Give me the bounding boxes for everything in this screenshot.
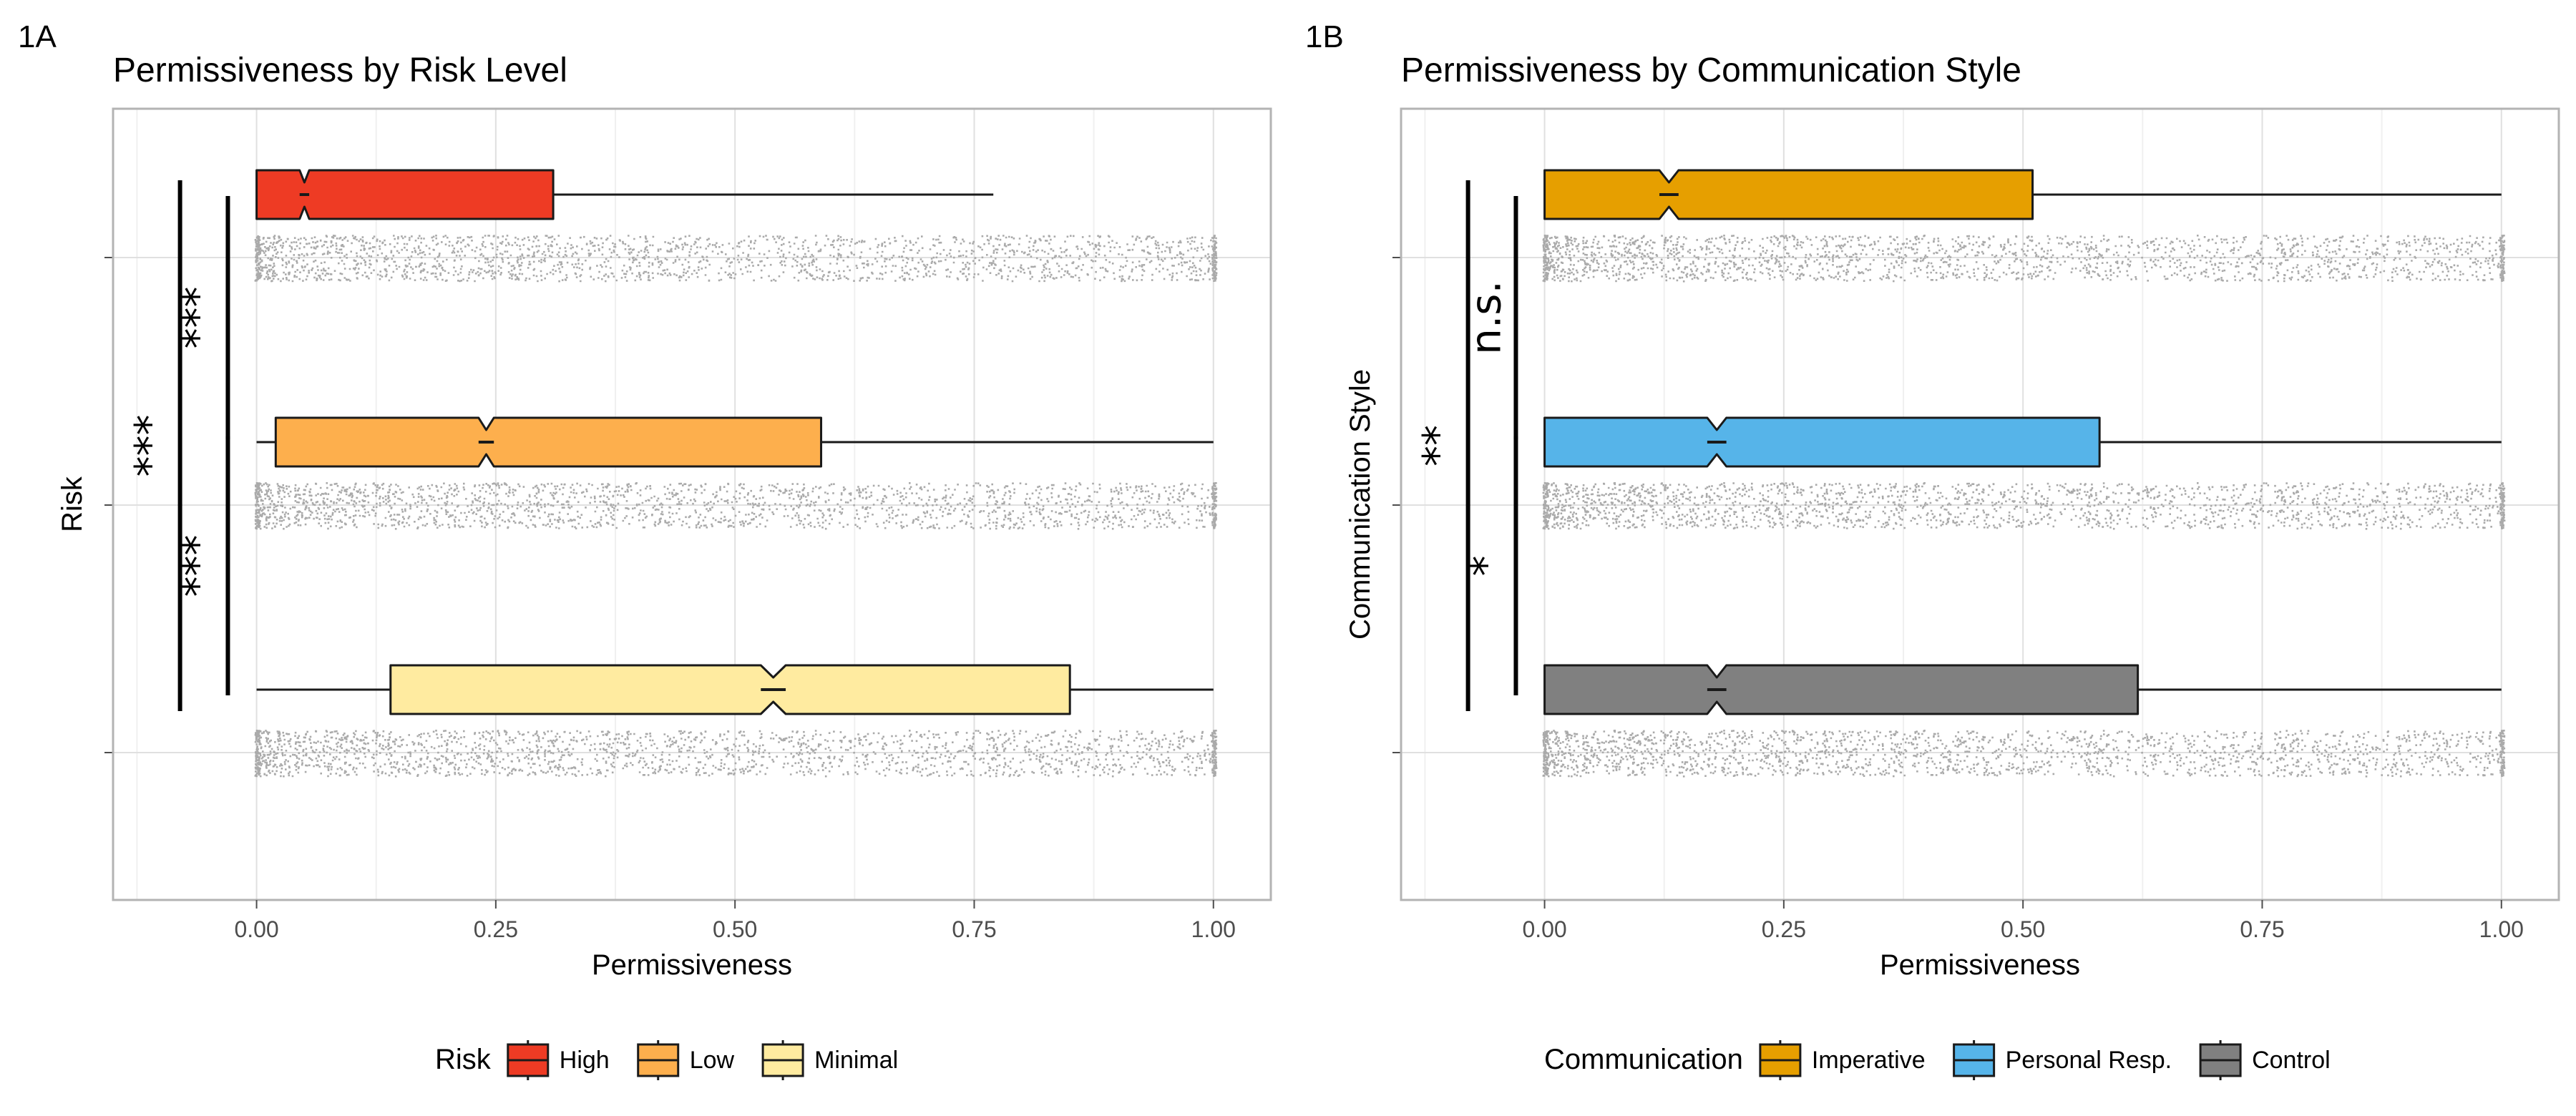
legend-label: Control xyxy=(2252,1047,2331,1074)
legend: Risk High Low Minimal xyxy=(435,1040,898,1080)
jitter-points-minimal xyxy=(254,730,1218,778)
y-axis-title: Communication Style xyxy=(1345,369,1376,640)
x-tick-label: 1.00 xyxy=(1191,916,1236,942)
x-axis-ticks: 0.00 0.25 0.50 0.75 1.00 xyxy=(234,900,1236,942)
boxplot-low xyxy=(256,416,1214,468)
legend-label: Personal Resp. xyxy=(2006,1047,2172,1074)
significance-label: ** xyxy=(1414,425,1463,466)
boxplots xyxy=(1543,169,2502,715)
legend-label: Low xyxy=(690,1047,735,1074)
plot-border xyxy=(1400,107,2560,901)
legend-label: Minimal xyxy=(814,1047,898,1074)
panel-title: Permissiveness by Risk Level xyxy=(113,52,567,89)
panel-1b: 1B Permissiveness by Communication Style… xyxy=(1305,19,2560,1080)
box xyxy=(1543,664,2140,715)
jitter-points xyxy=(1542,235,2506,778)
x-axis-title: Permissiveness xyxy=(592,949,792,981)
legend-title: Risk xyxy=(435,1044,492,1075)
boxplot-imperative xyxy=(1543,169,2502,220)
x-tick-label: 0.25 xyxy=(1762,916,1806,942)
boxplot-high xyxy=(255,169,994,220)
legend-title: Communication xyxy=(1544,1044,1743,1075)
x-tick-label: 0.50 xyxy=(2001,916,2045,942)
legend-item: Control xyxy=(2199,1040,2331,1080)
box xyxy=(255,169,555,220)
jitter-points-high xyxy=(254,235,1218,283)
legend-item: High xyxy=(507,1040,610,1080)
significance-brackets: n.s.*** xyxy=(1414,180,1518,711)
legend-item: Minimal xyxy=(761,1040,898,1080)
panel-1a: 1A Permissiveness by Risk Level ********… xyxy=(18,19,1272,1080)
legend-item: Personal Resp. xyxy=(1953,1040,2172,1080)
significance-brackets: ********* xyxy=(126,180,230,711)
box xyxy=(1543,169,2034,220)
plot-border xyxy=(112,107,1272,901)
boxplot-personal-resp- xyxy=(1543,416,2502,468)
x-tick-label: 1.00 xyxy=(2479,916,2524,942)
panel-title: Permissiveness by Communication Style xyxy=(1401,52,2021,89)
boxplot-control xyxy=(1543,664,2502,715)
legend-item: Low xyxy=(637,1040,735,1080)
legend-item: Imperative xyxy=(1759,1040,1926,1080)
significance-label: *** xyxy=(126,415,175,477)
grid-lines xyxy=(104,109,1271,900)
jitter-points xyxy=(254,235,1218,778)
grid-lines xyxy=(1392,109,2559,900)
x-axis-ticks: 0.00 0.25 0.50 0.75 1.00 xyxy=(1522,900,2524,942)
x-tick-label: 0.50 xyxy=(713,916,757,942)
panel-tag: 1A xyxy=(18,19,57,54)
legend: Communication Imperative Personal Resp. Co… xyxy=(1544,1040,2331,1080)
x-tick-label: 0.75 xyxy=(952,916,996,942)
boxplots xyxy=(255,169,1214,715)
x-tick-label: 0.75 xyxy=(2240,916,2284,942)
box xyxy=(389,664,1071,715)
jitter-points-imperative xyxy=(1542,235,2506,283)
x-tick-label: 0.25 xyxy=(474,916,518,942)
x-axis-title: Permissiveness xyxy=(1880,949,2080,981)
jitter-points-personal-resp- xyxy=(1542,482,2506,530)
x-tick-label: 0.00 xyxy=(234,916,278,942)
jitter-points-control xyxy=(1542,730,2506,778)
panel-tag: 1B xyxy=(1305,19,1344,54)
legend-label: High xyxy=(560,1047,610,1074)
box xyxy=(274,416,823,468)
boxplot-minimal xyxy=(256,664,1214,715)
y-axis-title: Risk xyxy=(57,476,88,532)
jitter-points-low xyxy=(254,482,1218,530)
x-tick-label: 0.00 xyxy=(1522,916,1566,942)
legend-label: Imperative xyxy=(1812,1047,1926,1074)
box xyxy=(1543,416,2101,468)
